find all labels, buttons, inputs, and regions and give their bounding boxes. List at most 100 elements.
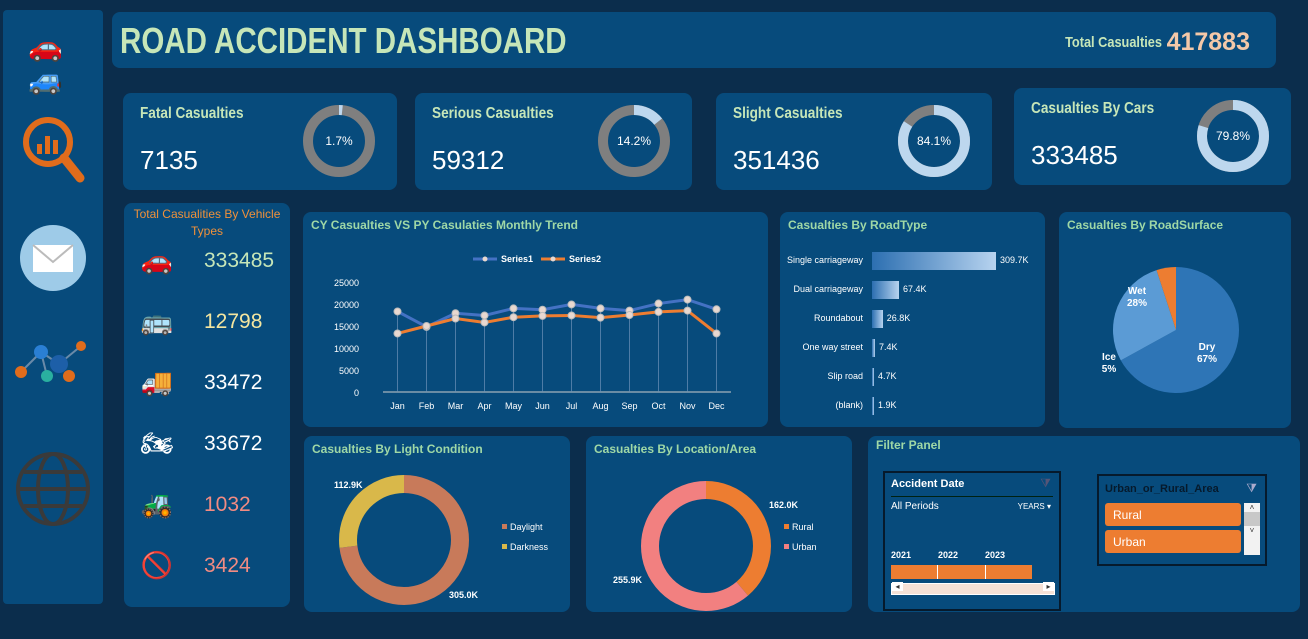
slicer-option-urban[interactable]: Urban: [1105, 530, 1241, 553]
data-point: [683, 306, 692, 315]
year-label: 2023: [985, 550, 1006, 560]
timeline-scrollbar[interactable]: ◂ ▸: [891, 582, 1055, 595]
kpi-donut: 79.8%: [1197, 100, 1269, 172]
kpi-donut: 84.1%: [898, 105, 970, 177]
category-label: (blank): [835, 400, 863, 410]
y-tick-label: 0: [354, 388, 359, 398]
pie-slice: [1156, 267, 1176, 330]
motorcycle-icon: 🏍: [140, 428, 174, 458]
slice-label: 5%: [1102, 364, 1117, 375]
kpi-value: 351436: [733, 145, 820, 175]
kpi-percent: 14.2%: [617, 134, 651, 148]
chart-title: Casualties By RoadSurface: [1067, 218, 1224, 232]
monthly-trend-chart: CY Casualties VS PY Casulaties Monthly T…: [303, 212, 768, 427]
data-point: [654, 299, 663, 308]
kpi-label: Fatal Casualties: [140, 105, 244, 122]
x-tick-label: Jul: [566, 401, 578, 411]
chart-title: Casualties By Light Condition: [312, 442, 483, 456]
y-tick-label: 15000: [334, 322, 359, 332]
kpi-donut-fill: [303, 105, 375, 177]
kpi-label: Casualties By Cars: [1031, 100, 1155, 117]
x-tick-label: Mar: [448, 401, 464, 411]
globe-icon[interactable]: [14, 450, 92, 528]
legend-label: Daylight: [510, 522, 543, 532]
header: ROAD ACCIDENT DASHBOARD Total Casualties…: [112, 12, 1276, 68]
x-tick-label: Sep: [621, 401, 637, 411]
road-type-bar-row: One way street 7.4K: [780, 339, 1045, 357]
slicer-option-rural[interactable]: Rural: [1105, 503, 1241, 526]
urban-rural-slicer[interactable]: Urban_or_Rural_Area ⧩ Rural Urban ˄ ˅: [1097, 474, 1267, 566]
category-label: Dual carriageway: [793, 284, 863, 294]
x-tick-label: Aug: [592, 401, 608, 411]
road-type-bar-row: (blank) 1.9K: [780, 397, 1045, 415]
vehicle-row: 🚚 33472: [124, 363, 290, 403]
scroll-right-icon[interactable]: ▸: [1043, 582, 1054, 591]
data-point: [712, 305, 721, 314]
prohibited-icon: 🚫: [140, 550, 174, 580]
bus-icon: 🚌: [140, 306, 174, 336]
kpi-donut: 1.7%: [303, 105, 375, 177]
bar: [872, 368, 874, 386]
road-type-bar-row: Dual carriageway 67.4K: [780, 281, 1045, 299]
time-level-value: YEARS: [1017, 502, 1045, 511]
bar: [872, 252, 996, 270]
data-point: [451, 314, 460, 323]
clear-filter-icon[interactable]: ⧩: [1040, 476, 1051, 490]
vehicle-value: 33472: [204, 371, 263, 394]
bar: [872, 281, 899, 299]
data-label: 255.9K: [613, 575, 643, 585]
road-type-bar-row: Single carriageway 309.7K: [780, 252, 1045, 270]
kpi-value: 59312: [432, 145, 505, 175]
time-level-dropdown[interactable]: YEARS ▾: [1017, 502, 1051, 511]
category-label: One way street: [802, 342, 863, 352]
kpi-card: Casualties By Cars 333485 79.8%: [1014, 88, 1291, 185]
car-icon: 🚗: [140, 245, 174, 275]
data-label: 305.0K: [449, 590, 479, 600]
legend-label: Series2: [569, 254, 601, 264]
cars-icon[interactable]: 🚗🚙: [28, 31, 63, 95]
timeline-title: Accident Date: [891, 478, 965, 490]
kpi-card: Slight Casualties 351436 84.1%: [716, 93, 992, 190]
donut-slice: [641, 481, 771, 611]
analytics-search-icon[interactable]: [20, 114, 86, 186]
timeline-bar[interactable]: [891, 565, 1032, 579]
slice-category: Ice: [1102, 352, 1116, 363]
kpi-donut-fill: [898, 105, 970, 177]
legend-swatch: [502, 524, 507, 529]
x-tick-label: Oct: [651, 401, 666, 411]
road-type-bar-row: Slip road 4.7K: [780, 368, 1045, 386]
data-label: 1.9K: [878, 400, 897, 410]
accident-date-timeline[interactable]: Accident Date ⧩ All Periods YEARS ▾ 2021…: [883, 471, 1061, 611]
x-tick-label: Jan: [390, 401, 405, 411]
legend-label: Urban: [792, 542, 817, 552]
scroll-left-icon[interactable]: ◂: [892, 582, 903, 591]
y-tick-label: 10000: [334, 344, 359, 354]
data-label: 162.0K: [769, 500, 799, 510]
vehicle-value: 33672: [204, 432, 263, 455]
network-icon[interactable]: [11, 332, 95, 392]
legend-label: Rural: [792, 522, 814, 532]
x-tick-label: Dec: [708, 401, 725, 411]
vehicle-row: 🚗 333485: [124, 241, 290, 281]
year-label: 2022: [938, 550, 959, 560]
vehicle-row: 🏍 33672: [124, 424, 290, 464]
legend-swatch: [784, 524, 789, 529]
mail-icon[interactable]: [19, 224, 87, 292]
data-label: 309.7K: [1000, 255, 1029, 265]
vehicle-types-panel: Total Casualities By Vehicle Types 🚗 3334…: [124, 203, 290, 607]
pie-slice: [1113, 270, 1176, 361]
category-label: Slip road: [827, 371, 863, 381]
vehicle-value: 3424: [204, 554, 251, 577]
tractor-icon: 🚜: [140, 489, 174, 519]
kpi-value: 7135: [140, 145, 198, 175]
chart-title: CY Casualties VS PY Casulaties Monthly T…: [311, 218, 578, 232]
kpi-donut-fill: [1197, 100, 1269, 172]
data-point: [480, 311, 489, 320]
sidebar: 🚗🚙: [3, 10, 103, 604]
category-label: Roundabout: [813, 313, 863, 323]
clear-filter-icon[interactable]: ⧩: [1246, 481, 1257, 495]
y-tick-label: 20000: [334, 300, 359, 310]
vehicle-row: 🚜 1032: [124, 485, 290, 525]
kpi-label: Slight Casualties: [733, 105, 843, 122]
slicer-scrollbar[interactable]: ˄ ˅: [1244, 503, 1260, 555]
